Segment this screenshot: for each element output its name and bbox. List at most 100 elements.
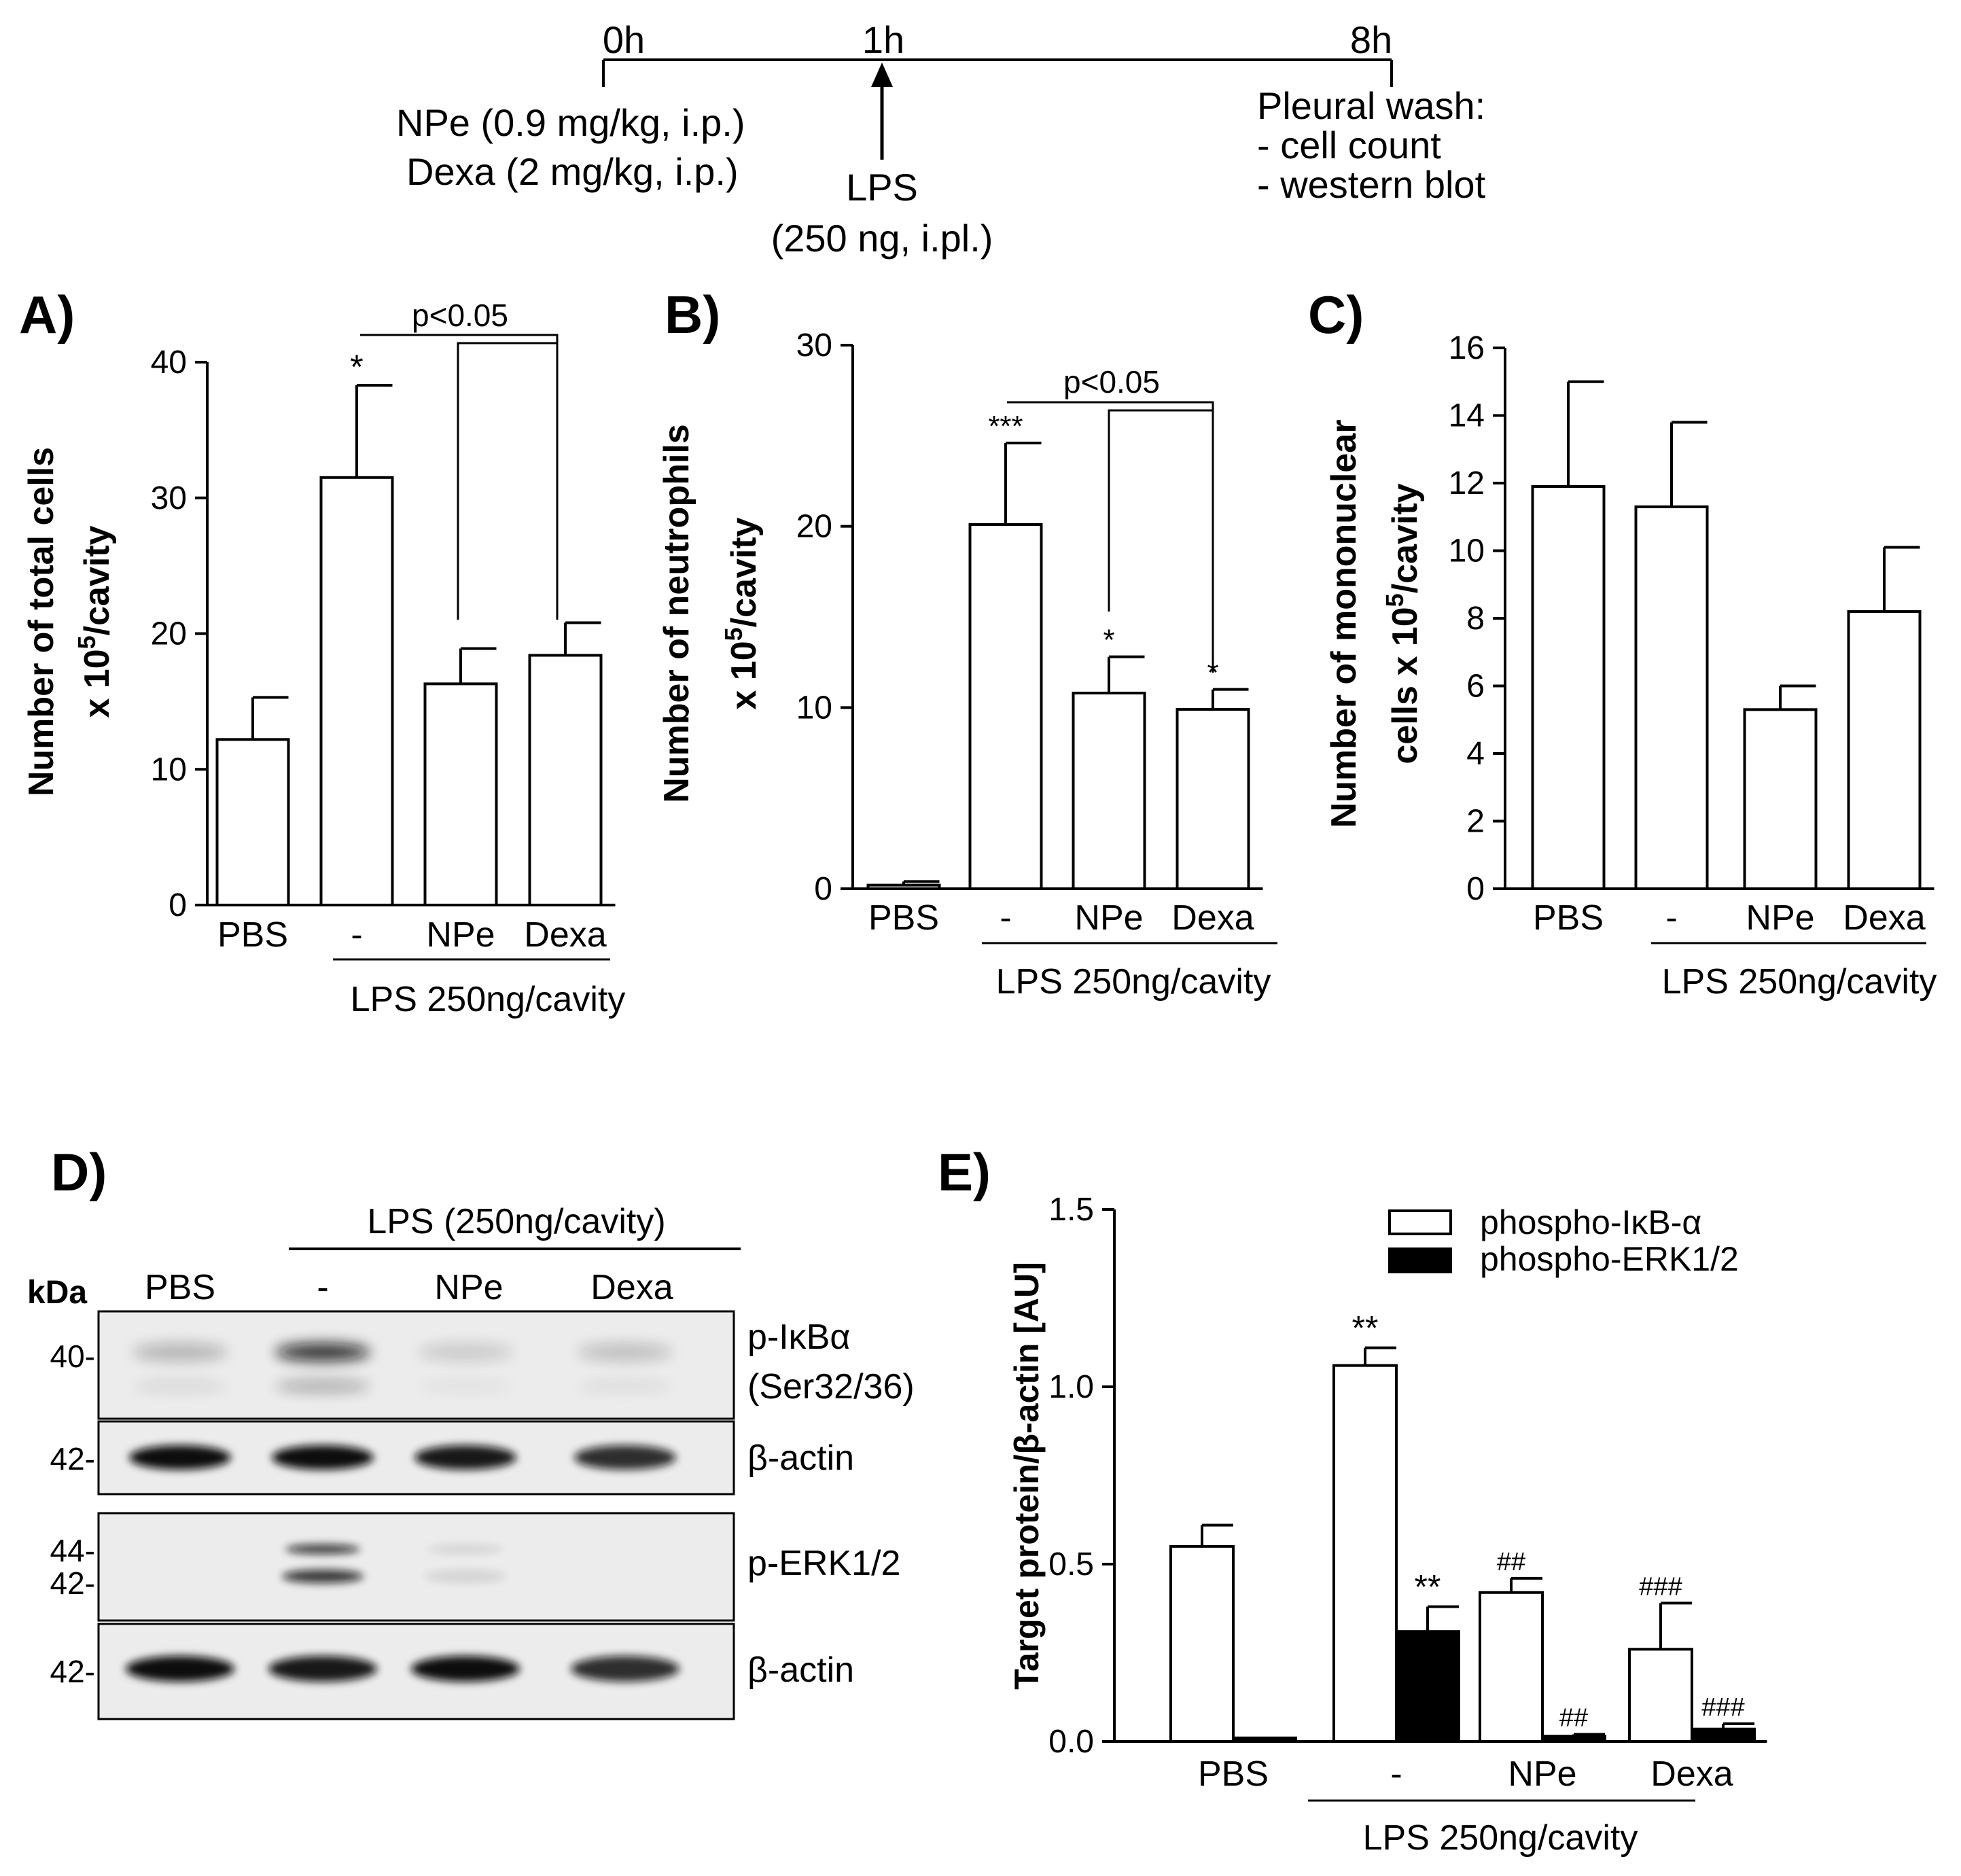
blot-band	[268, 1656, 377, 1682]
bar	[215, 738, 290, 907]
category-label: Dexa	[1171, 898, 1254, 938]
y-tick-label: 10	[151, 751, 187, 787]
blot-band	[272, 1445, 374, 1470]
y-tick-label: 1.0	[1048, 1369, 1094, 1405]
y-tick-label: 8	[1466, 601, 1485, 637]
bar	[1531, 484, 1606, 890]
blot-band	[418, 1343, 513, 1361]
lps-label: LPS	[846, 166, 918, 209]
blot-band	[126, 1656, 234, 1682]
mw-marker: 44-	[50, 1533, 95, 1568]
y-axis-label-unit: x 105/cavity	[73, 525, 117, 718]
y-tick-label: 20	[796, 509, 832, 545]
blot-band	[418, 1380, 513, 1392]
bar	[528, 654, 603, 907]
category-label: -	[1665, 898, 1677, 938]
blot-row-label: p-ERK1/2	[747, 1544, 900, 1583]
y-tick-label: 20	[151, 616, 187, 652]
category-label: PBS	[1198, 1754, 1269, 1794]
blot-band	[411, 1656, 520, 1682]
blot-band	[428, 1544, 503, 1554]
y-tick-label: 0.0	[1048, 1724, 1094, 1760]
blot-row-label: β-actin	[747, 1650, 854, 1690]
significance-mark: ##	[1497, 1548, 1525, 1576]
blot-strip	[97, 1310, 735, 1420]
blot-row-label: (Ser32/36)	[747, 1367, 915, 1406]
western-blot-label: - western blot	[1257, 163, 1486, 206]
mw-marker: 42-	[50, 1654, 95, 1689]
comparison-bracket	[1007, 401, 1214, 673]
category-label: Dexa	[1843, 898, 1925, 938]
blot-band	[132, 1343, 228, 1361]
category-label: -	[1000, 898, 1011, 938]
legend-swatch-ikba	[1388, 1209, 1452, 1235]
panel-label-c: C)	[1308, 285, 1364, 344]
category-label: PBS	[1533, 898, 1604, 938]
category-label: NPe	[1508, 1754, 1576, 1794]
lane-label: -	[317, 1268, 328, 1307]
blot-band	[129, 1445, 231, 1470]
category-label: PBS	[217, 915, 288, 955]
legend: phospho-IκB-α phospho-ERK1/2	[1388, 1203, 1739, 1278]
lps-dose-label: (250 ng, i.pl.)	[771, 217, 993, 260]
legend-label-erk: phospho-ERK1/2	[1480, 1240, 1739, 1278]
lane-label: NPe	[434, 1268, 503, 1307]
blot-header: LPS (250ng/cavity)	[367, 1202, 665, 1241]
significance-mark: *	[1103, 624, 1114, 657]
y-axis-label: Number of mononuclear	[1324, 420, 1364, 828]
significance-mark: ###	[1701, 1693, 1744, 1722]
category-label: PBS	[868, 898, 939, 938]
y-tick-label: 30	[151, 480, 187, 516]
mw-marker: 40-	[50, 1339, 95, 1374]
chart-mononuclear: C) Number of mononuclear cells x 105/cav…	[1308, 285, 1937, 1002]
timeline: 0h 1h 8h NPe (0.9 mg/kg, i.p.) Dexa (2 m…	[396, 18, 1486, 260]
blot-band	[285, 1544, 360, 1554]
category-label: NPe	[1074, 898, 1143, 938]
blot-band	[574, 1445, 676, 1470]
significance-mark: ##	[1559, 1704, 1588, 1733]
blot-row-label: β-actin	[747, 1438, 854, 1478]
treatment-dexa-label: Dexa (2 mg/kg, i.p.)	[406, 150, 739, 193]
bar	[1541, 1735, 1606, 1743]
y-tick-label: 4	[1466, 736, 1485, 772]
lane-label: PBS	[145, 1268, 215, 1307]
y-tick-label: 0	[169, 887, 187, 923]
pleural-wash-label: Pleural wash:	[1257, 84, 1485, 127]
panel-label-d: D)	[51, 1142, 107, 1202]
blot-band	[132, 1380, 228, 1392]
category-label: NPe	[426, 915, 495, 955]
y-axis-label: Number of neutrophils	[657, 424, 696, 803]
kda-label: kDa	[27, 1275, 87, 1311]
mw-marker: 42-	[50, 1441, 95, 1476]
significance-mark: ###	[1639, 1572, 1682, 1601]
bar	[319, 476, 394, 906]
lane-label: Dexa	[590, 1268, 673, 1307]
bar	[1628, 1648, 1693, 1744]
lps-group-label: LPS 250ng/cavity	[1363, 1818, 1638, 1858]
blot-row-label: p-IκBα	[747, 1317, 850, 1357]
blot-band	[275, 1343, 370, 1361]
y-tick-label: 12	[1449, 465, 1485, 501]
blot-band	[275, 1380, 370, 1392]
bar	[866, 883, 941, 890]
bar	[1743, 708, 1818, 890]
y-tick-label: 10	[1449, 533, 1485, 569]
panel-label-b: B)	[665, 285, 720, 344]
y-axis-label: Number of total cells	[22, 447, 61, 796]
panel-label-e: E)	[938, 1142, 991, 1202]
category-label: -	[1390, 1754, 1402, 1794]
y-tick-label: 40	[151, 344, 187, 380]
y-tick-label: 10	[796, 690, 832, 726]
bar	[1479, 1591, 1544, 1744]
y-tick-label: 16	[1449, 330, 1485, 366]
treatment-npe-label: NPe (0.9 mg/kg, i.p.)	[396, 101, 745, 144]
bar	[1634, 505, 1709, 890]
legend-label-ikba: phospho-IκB-α	[1480, 1203, 1701, 1241]
legend-swatch-erk	[1388, 1247, 1452, 1273]
blot-strip	[97, 1512, 735, 1622]
bar	[968, 523, 1043, 890]
lps-group-label: LPS 250ng/cavity	[996, 962, 1271, 1002]
bar	[1169, 1544, 1235, 1743]
comparison-p-value: p<0.05	[1063, 364, 1160, 400]
